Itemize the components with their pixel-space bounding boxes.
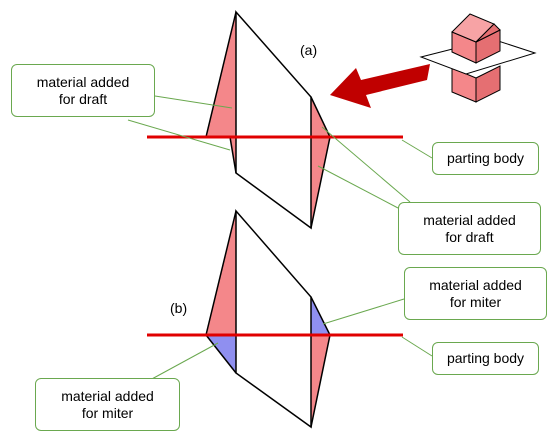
callout-text: for miter [449, 293, 502, 310]
prism-outline-b [235, 208, 312, 429]
callout-text: for draft [58, 90, 108, 107]
callout-text: parting body [446, 350, 525, 366]
direction-arrow [330, 64, 430, 108]
callout-text: material added [36, 73, 130, 90]
draft-edge-a-right-low [310, 136, 331, 229]
edge-b-left-upper [205, 210, 237, 336]
leader-lines [127, 95, 433, 381]
edge-b-left-lower [205, 334, 237, 374]
figure-b [147, 208, 403, 429]
callout-parting-top: parting body [432, 142, 539, 175]
callout-parting-bottom: parting body [432, 342, 539, 375]
edge-b-right-lower [310, 334, 331, 428]
callout-draft-right: material added for draft [398, 202, 541, 255]
callout-text: material added [423, 211, 516, 228]
figure-a [147, 10, 403, 230]
callout-text: for draft [445, 228, 494, 245]
callout-draft-left: material added for draft [11, 64, 155, 117]
callout-text: for miter [81, 404, 134, 421]
figure-label-a: (a) [300, 42, 318, 58]
draft-edge-a-left [205, 11, 237, 138]
edge-b-right-upper [310, 296, 331, 336]
callout-text: material added [61, 387, 154, 404]
callout-text: material added [429, 276, 522, 293]
callout-miter-left: material added for miter [35, 378, 180, 431]
draft-edge-a-left-low [229, 136, 237, 174]
figure-label-b: (b) [170, 300, 188, 316]
draft-edge-a-right [310, 96, 331, 138]
house-part-icon [419, 13, 537, 103]
callout-text: parting body [446, 150, 525, 166]
callout-miter-right: material added for miter [404, 267, 547, 320]
